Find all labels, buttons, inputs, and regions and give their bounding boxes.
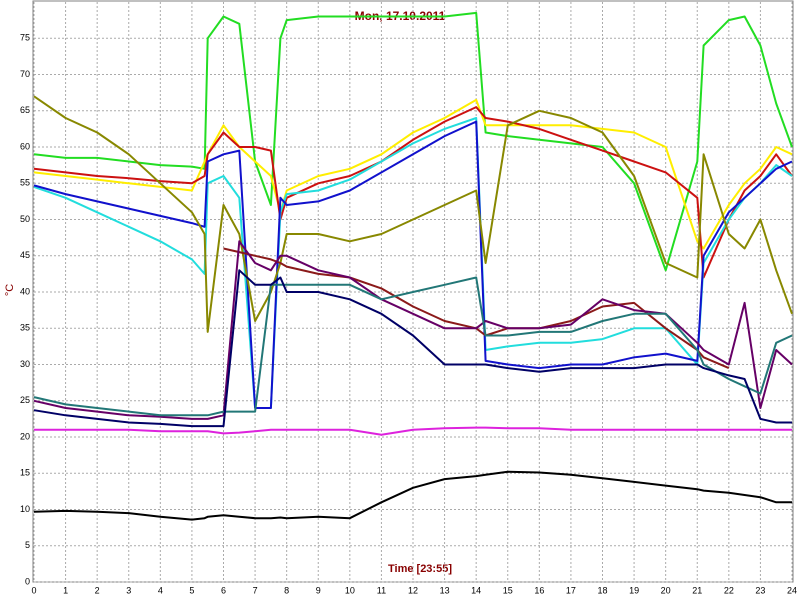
series-line bbox=[223, 247, 730, 370]
series-line bbox=[33, 240, 793, 420]
x-tick-label: 12 bbox=[408, 585, 418, 595]
x-tick-label: 0 bbox=[31, 585, 36, 595]
y-tick-label: 45 bbox=[20, 250, 30, 260]
y-tick-label: 70 bbox=[20, 69, 30, 79]
x-tick-label: 8 bbox=[284, 585, 289, 595]
x-tick-label: 14 bbox=[471, 585, 481, 595]
x-tick-label: 7 bbox=[253, 585, 258, 595]
x-tick-label: 10 bbox=[345, 585, 355, 595]
y-tick-label: 25 bbox=[20, 395, 30, 405]
y-tick-label: 40 bbox=[20, 286, 30, 296]
y-tick-label: 55 bbox=[20, 178, 30, 188]
x-tick-label: 6 bbox=[221, 585, 226, 595]
x-tick-label: 16 bbox=[534, 585, 544, 595]
y-tick-label: 0 bbox=[25, 576, 30, 586]
x-tick-label: 3 bbox=[126, 585, 131, 595]
x-tick-label: 4 bbox=[158, 585, 163, 595]
x-tick-label: 1 bbox=[63, 585, 68, 595]
x-tick-label: 22 bbox=[724, 585, 734, 595]
series-line bbox=[33, 470, 792, 521]
x-tick-label: 23 bbox=[755, 585, 765, 595]
x-tick-label: 18 bbox=[597, 585, 607, 595]
series-line bbox=[33, 106, 793, 279]
y-tick-label: 30 bbox=[20, 359, 30, 369]
y-tick-label: 65 bbox=[20, 105, 30, 115]
y-tick-label: 5 bbox=[25, 540, 30, 550]
x-tick-label: 13 bbox=[440, 585, 450, 595]
y-tick-label: 15 bbox=[20, 468, 30, 478]
y-axis-label: °C bbox=[4, 284, 16, 296]
x-tick-label: 15 bbox=[503, 585, 513, 595]
x-axis-label: Time [23:55] bbox=[388, 563, 452, 575]
series-line bbox=[33, 276, 793, 417]
series-line bbox=[34, 426, 792, 436]
y-tick-label: 10 bbox=[20, 504, 30, 514]
y-tick-label: 75 bbox=[20, 33, 30, 43]
y-tick-label: 50 bbox=[20, 214, 30, 224]
series-line bbox=[33, 11, 793, 272]
x-tick-label: 20 bbox=[661, 585, 671, 595]
y-tick-label: 60 bbox=[20, 141, 30, 151]
x-tick-label: 2 bbox=[95, 585, 100, 595]
y-tick-label: 20 bbox=[20, 431, 30, 441]
x-tick-label: 9 bbox=[316, 585, 321, 595]
x-tick-label: 19 bbox=[629, 585, 639, 595]
x-tick-label: 17 bbox=[566, 585, 576, 595]
series-line bbox=[33, 95, 793, 333]
series-line bbox=[33, 269, 792, 428]
y-tick-label: 35 bbox=[20, 323, 30, 333]
x-tick-label: 5 bbox=[189, 585, 194, 595]
x-tick-label: 24 bbox=[787, 585, 797, 595]
x-tick-label: 11 bbox=[377, 585, 386, 595]
x-tick-label: 21 bbox=[692, 585, 702, 595]
